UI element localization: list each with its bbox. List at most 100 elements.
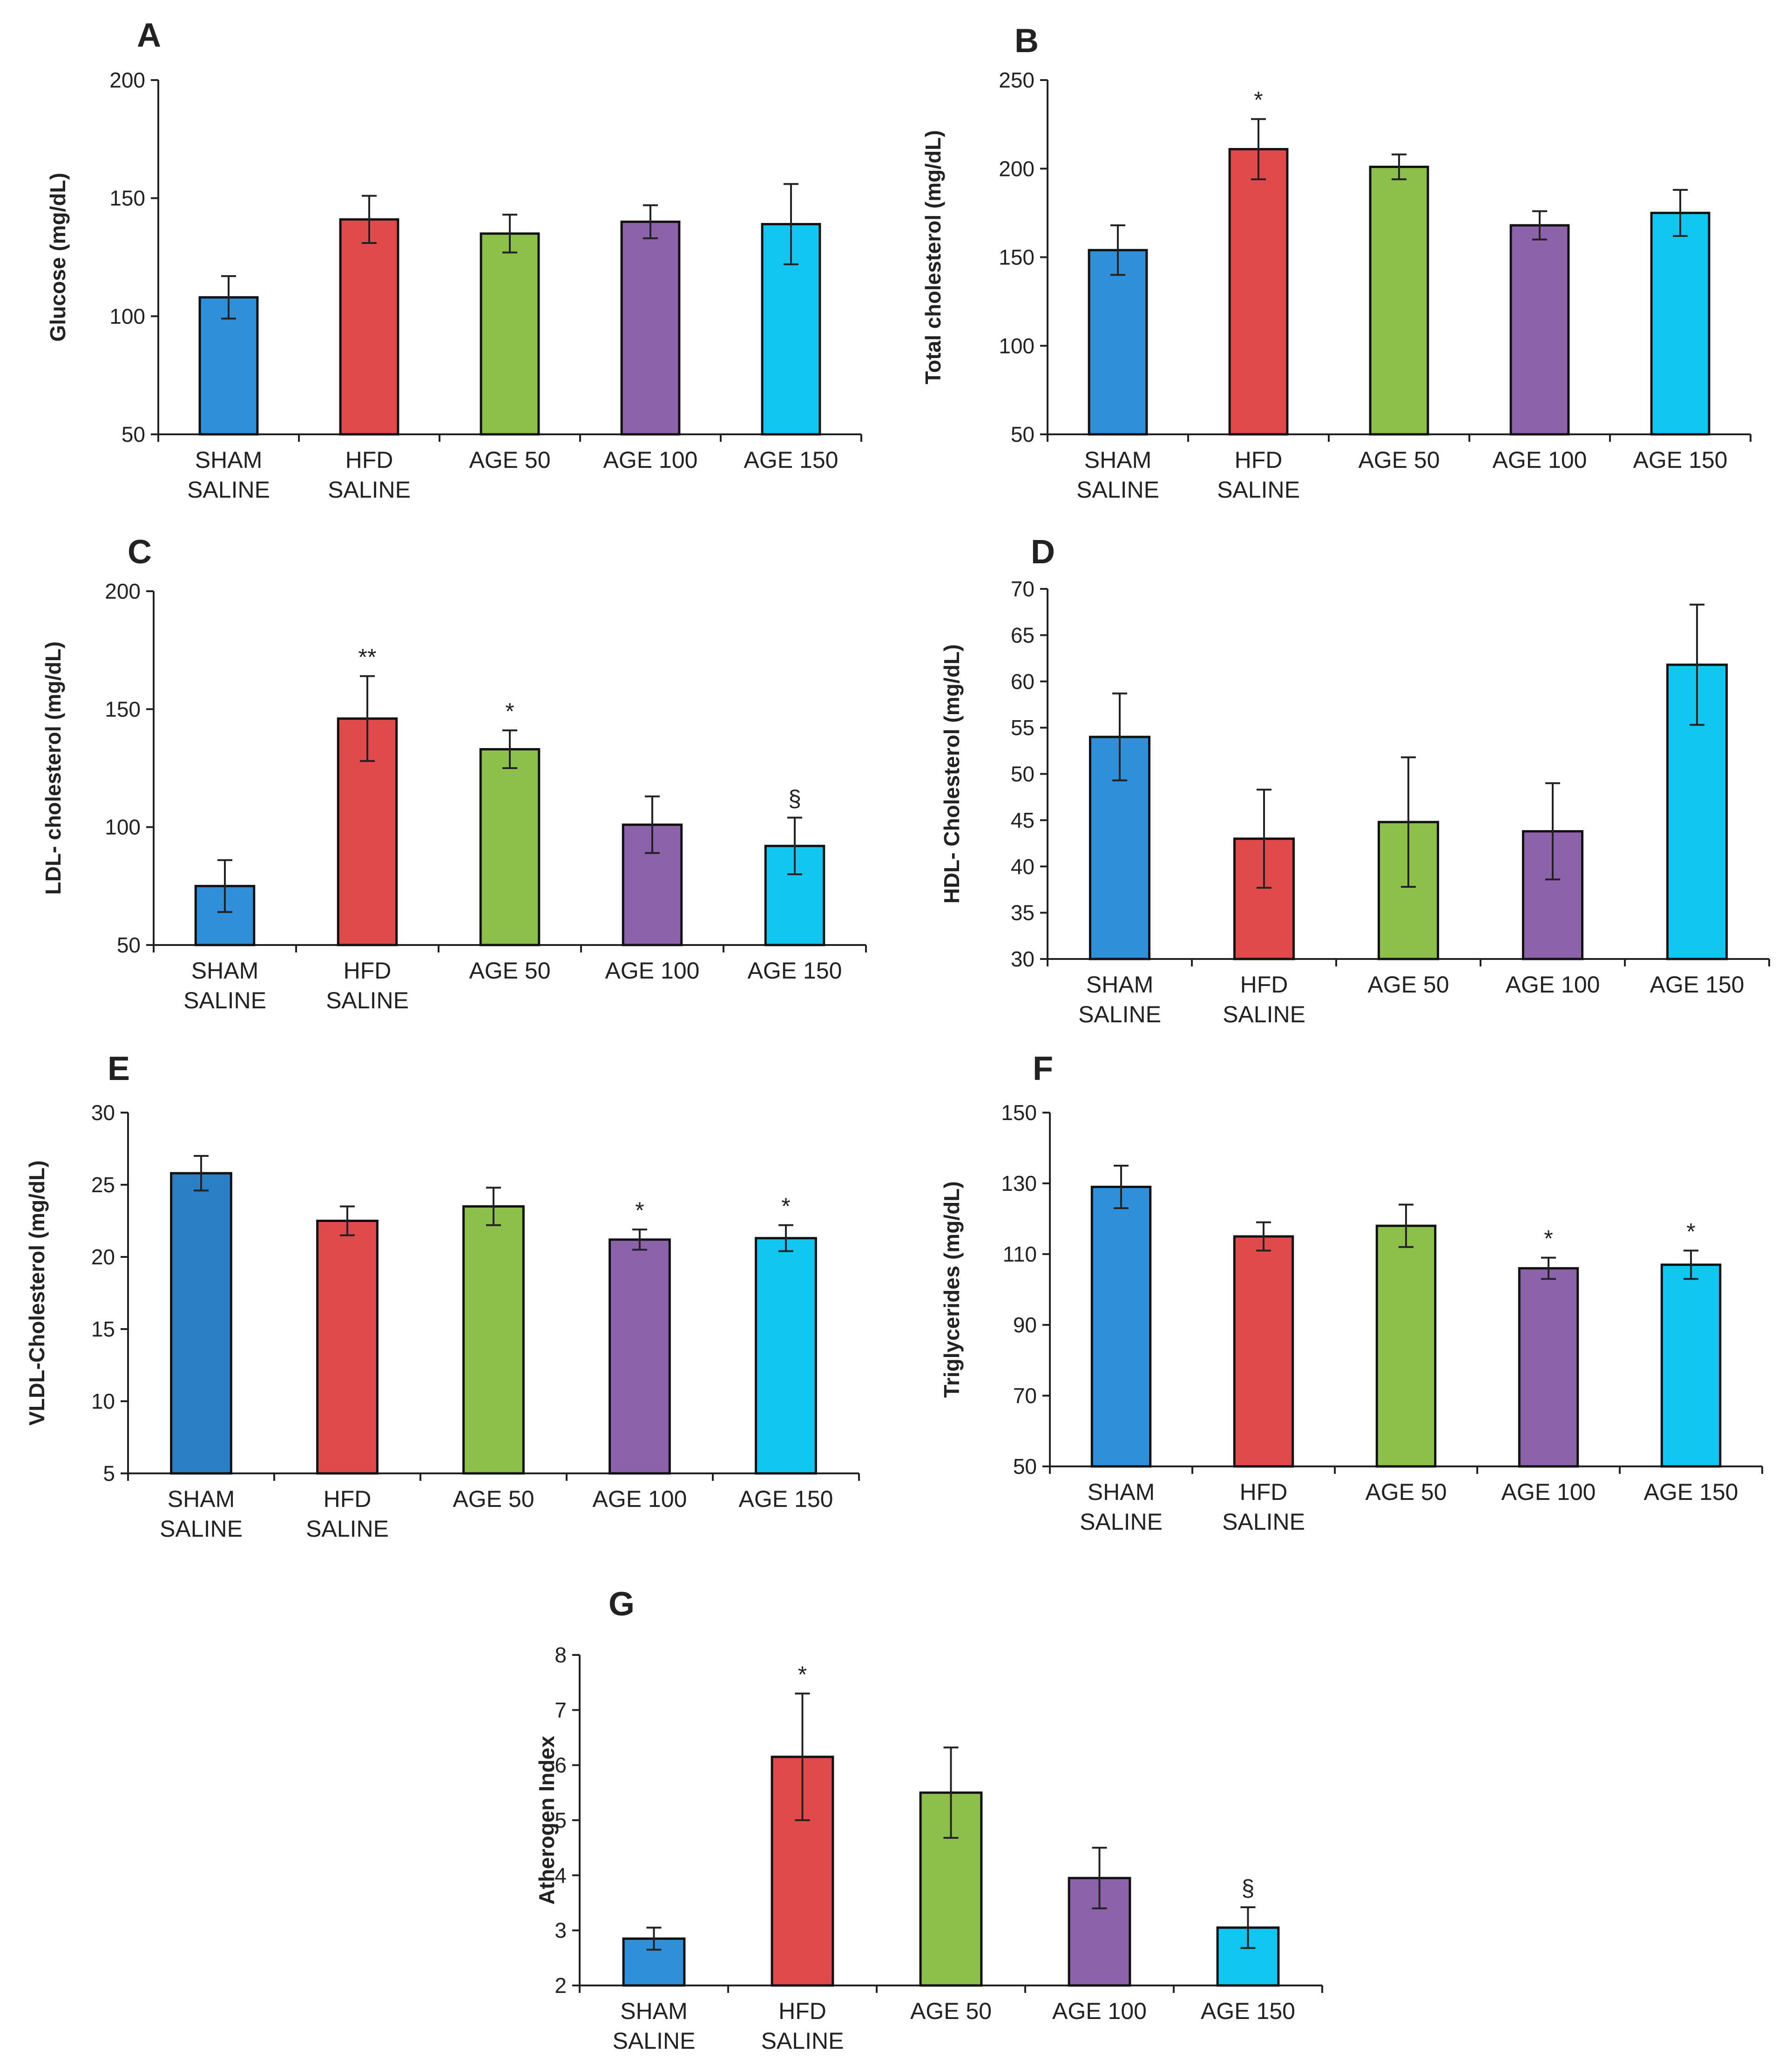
y-tick-label: 150 [999,245,1035,270]
y-axis-label: Atherogen Index [534,1735,559,1904]
y-tick-label: 110 [1003,1242,1037,1266]
significance-marker: ** [358,644,377,670]
significance-marker: § [1242,1875,1255,1901]
y-tick-label: 25 [91,1173,115,1197]
y-tick-label: 250 [999,68,1035,92]
x-category-label: SHAM [1088,1479,1155,1505]
y-axis-label: Triglycerides (mg/dL) [940,1181,964,1398]
y-tick-label: 20 [91,1245,115,1269]
significance-marker: § [788,785,801,811]
y-tick-label: 60 [1011,669,1035,694]
x-category-label: SALINE [1217,477,1300,503]
bar-g-1 [622,1937,686,1987]
y-tick-label: 100 [109,304,145,328]
y-tick-label: 8 [555,1643,567,1667]
x-category-label: HFD [344,958,392,984]
x-category-label: SALINE [1076,477,1159,503]
panel-c: C LDL- cholesterol (mg/dL) 50 100 150 200 SHAM… [41,533,867,1013]
x-category-label: AGE 50 [1367,972,1449,998]
x-category-label: AGE 150 [739,1486,833,1512]
bar-a-2 [339,218,399,436]
bar-f-3 [1375,1224,1437,1468]
x-category-label: HFD [1240,972,1288,998]
x-category-label: AGE 100 [1052,1998,1147,2024]
y-tick-label: 35 [1011,901,1035,925]
bar-c-3 [479,748,541,946]
x-category-label: AGE 100 [1501,1479,1596,1505]
panel-f: F Triglycerides (mg/dL) 50 70 90 110 130 150 SHA… [940,1050,1763,1535]
x-category-label: SHAM [1084,447,1151,473]
x-category-label: AGE 150 [748,958,842,984]
bar-f-1 [1090,1186,1152,1468]
y-tick-label: 7 [555,1698,567,1722]
y-tick-label: 90 [1013,1313,1037,1337]
panel-g: G Atherogen Index 2 3 4 5 6 7 8 SHAM SALINE * HFD SAL… [534,1586,1323,2054]
x-category-label: AGE 150 [1633,447,1728,473]
y-tick-label: 200 [105,579,141,603]
x-category-label: AGE 100 [605,958,700,984]
panel-letter: B [1014,22,1039,60]
bar-b-5 [1650,211,1711,436]
bar-b-2 [1228,148,1289,436]
x-category-label: HFD [778,1998,826,2024]
x-category-label: SALINE [328,477,411,503]
bar-e-3 [462,1205,525,1475]
bar-d-1 [1089,736,1151,960]
x-category-label: SHAM [1086,972,1153,998]
x-category-label: SALINE [613,2028,696,2054]
panel-d: D HDL- Cholesterol (mg/dL) 30 35 40 45 50 55 60 6… [940,533,1770,1027]
y-axis-label: Glucose (mg/dL) [46,173,70,342]
bar-a-3 [480,232,540,436]
x-category-label: AGE 150 [1644,1479,1738,1505]
x-category-label: SALINE [1222,1509,1305,1535]
y-tick-label: 3 [555,1918,567,1943]
y-tick-label: 50 [1011,422,1035,446]
y-tick-label: 200 [999,156,1035,181]
x-category-label: AGE 50 [910,1998,992,2024]
panel-letter: A [137,17,161,54]
y-tick-label: 50 [117,933,141,957]
x-category-label: SALINE [326,987,409,1013]
bar-e-1 [170,1172,232,1475]
significance-marker: * [505,698,514,724]
bar-b-3 [1369,165,1429,436]
x-category-label: HFD [345,447,393,473]
panel-letter: G [609,1586,635,1623]
x-category-label: HFD [1240,1479,1288,1505]
y-tick-label: 30 [91,1101,115,1125]
y-tick-label: 150 [109,186,145,210]
y-axis-label: VLDL-Cholesterol (mg/dL) [25,1161,49,1426]
x-category-label: AGE 50 [453,1486,534,1512]
y-tick-label: 100 [999,334,1035,358]
x-category-label: AGE 50 [469,447,550,473]
x-category-label: SALINE [306,1516,389,1542]
panel-letter: F [1033,1050,1053,1087]
x-category-label: HFD [324,1486,372,1512]
x-category-label: AGE 50 [1358,447,1440,473]
y-tick-label: 70 [1011,577,1035,601]
y-tick-label: 4 [555,1863,567,1887]
significance-marker: * [635,1197,644,1223]
y-tick-label: 40 [1011,854,1035,878]
y-tick-label: 5 [555,1808,567,1832]
x-category-label: AGE 100 [1493,447,1587,473]
bar-f-2 [1233,1235,1294,1468]
x-category-label: AGE 50 [1365,1479,1447,1505]
panel-a: A Glucose (mg/dL) 50 100 150 200 SHAM SALINE HFD… [46,17,862,503]
y-tick-label: 50 [1011,762,1035,786]
bar-e-2 [316,1220,379,1475]
y-tick-label: 100 [105,815,141,839]
y-tick-label: 30 [1011,947,1035,971]
significance-marker: * [781,1193,790,1219]
y-tick-label: 150 [1001,1101,1037,1125]
x-category-label: SHAM [195,447,262,473]
panel-letter: E [108,1050,130,1087]
bar-f-5 [1660,1263,1722,1468]
y-tick-label: 5 [103,1461,115,1485]
panel-e: E VLDL-Cholesterol (mg/dL) 5 10 15 20 25 30 SHAM… [25,1050,860,1542]
y-tick-label: 130 [1001,1171,1037,1195]
bar-b-1 [1088,249,1148,436]
y-tick-label: 65 [1011,623,1035,647]
x-category-label: AGE 100 [603,447,698,473]
